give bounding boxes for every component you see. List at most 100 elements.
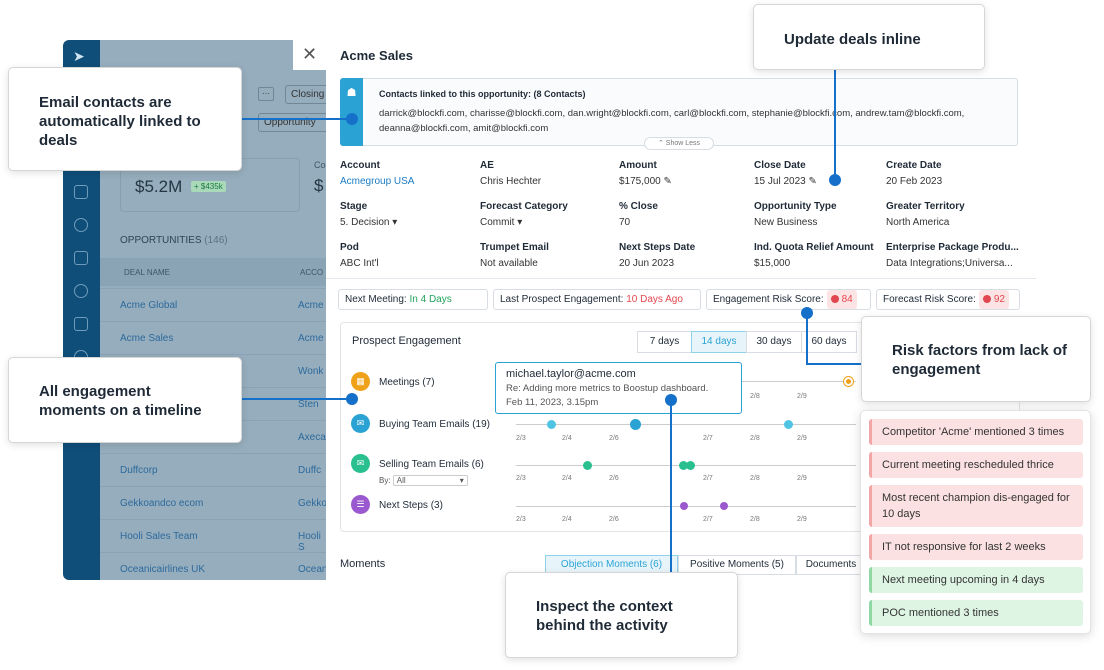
alert-icon xyxy=(982,295,991,303)
last-engagement-pill: Last Prospect Engagement: 10 Days Ago xyxy=(493,289,701,310)
callout-risk-factors: Risk factors from lack of engagement xyxy=(861,316,1091,402)
caret-down-icon: ▾ xyxy=(459,476,464,485)
range-60-days[interactable]: 60 days xyxy=(801,331,857,353)
divider xyxy=(326,278,1036,279)
risk-factor-item: POC mentioned 3 times xyxy=(869,600,1083,626)
email-dot[interactable] xyxy=(784,420,793,429)
callout-dot xyxy=(801,307,813,319)
tick-label: 2/9 xyxy=(797,393,807,400)
callout-connector xyxy=(806,313,808,364)
field-next-steps-date: Next Steps Date 20 Jun 2023 xyxy=(619,242,696,269)
field-close-date[interactable]: Close Date 15 Jul 2023 ✎ xyxy=(754,160,817,187)
opportunities-header: OPPORTUNITIES (146) xyxy=(120,235,228,246)
table-header: DEAL NAME ACCO xyxy=(100,258,326,286)
buying-timeline xyxy=(516,424,856,425)
doc-icon[interactable] xyxy=(74,317,88,331)
pencil-icon[interactable]: ✎ xyxy=(808,176,817,187)
tick-label: 2/4 xyxy=(562,516,572,523)
forecast-risk-pill: Forecast Risk Score: 92 xyxy=(876,289,1020,310)
table-row[interactable]: Oceanicairlines UK Ocean xyxy=(100,552,327,585)
tick-label: 2/6 xyxy=(609,516,619,523)
table-row[interactable]: Acme Sales Acme xyxy=(100,321,326,354)
tick-label: 2/8 xyxy=(750,393,760,400)
callout-dot xyxy=(346,393,358,405)
field-forecast-category[interactable]: Forecast Category Commit ▾ xyxy=(480,201,568,228)
tooltip-email: michael.taylor@acme.com xyxy=(506,368,636,380)
pencil-icon[interactable]: ✎ xyxy=(663,176,672,187)
email-dot[interactable] xyxy=(679,461,688,470)
close-icon: ✕ xyxy=(301,44,318,64)
tick-label: 2/9 xyxy=(797,435,807,442)
bars-icon[interactable] xyxy=(74,251,88,265)
metric-delta: + $435k xyxy=(191,181,226,192)
contacts-icon: ☗ xyxy=(340,78,363,146)
calendar-icon: ▦ xyxy=(351,372,370,391)
tick-label: 2/7 xyxy=(703,475,713,482)
email-dot[interactable] xyxy=(547,420,556,429)
risk-factor-item: IT not responsive for last 2 weeks xyxy=(869,534,1083,560)
table-row[interactable]: Acme Global Acme xyxy=(100,288,326,321)
tick-label: 2/3 xyxy=(516,516,526,523)
metric-value-2: $ xyxy=(314,176,324,195)
tick-label: 2/4 xyxy=(562,435,572,442)
tooltip-subject: Re: Adding more metrics to Boostup dashb… xyxy=(506,383,709,394)
tick-label: 2/9 xyxy=(797,475,807,482)
table-row[interactable]: Hooli Sales Team Hooli S xyxy=(100,519,326,553)
tick-label: 2/8 xyxy=(750,516,760,523)
field-trumpet-email: Trumpet Email Not available xyxy=(480,242,549,269)
range-14-days[interactable]: 14 days xyxy=(691,331,747,353)
tick-label: 2/3 xyxy=(516,435,526,442)
field-amount[interactable]: Amount $175,000 ✎ xyxy=(619,160,672,187)
email-icon: ✉ xyxy=(351,414,370,433)
table-row[interactable]: Wonk xyxy=(100,354,326,387)
next-step-dot[interactable] xyxy=(720,502,728,510)
callout-connector xyxy=(670,400,672,573)
tab-documents[interactable]: Documents xyxy=(796,555,866,575)
moments-title: Moments xyxy=(340,558,386,570)
contacts-title: Contacts linked to this opportunity: (8 … xyxy=(379,89,586,99)
callout-engagement-timeline: All engagement moments on a timeline xyxy=(8,357,242,443)
tick-label: 2/4 xyxy=(562,475,572,482)
caret-down-icon: ▾ xyxy=(392,217,398,228)
contacts-list[interactable]: darrick@blockfi.com, charisse@blockfi.co… xyxy=(379,108,965,134)
clock-icon[interactable] xyxy=(74,284,88,298)
table-row[interactable]: Gekkoandco ecom Gekko xyxy=(100,486,327,519)
risk-factor-item: Current meeting rescheduled thrice xyxy=(869,452,1083,478)
risk-factor-item: Next meeting upcoming in 4 days xyxy=(869,567,1083,593)
send-logo-icon[interactable]: ➤ xyxy=(73,48,85,64)
tick-label: 2/7 xyxy=(703,516,713,523)
metric-value: $5.2M xyxy=(135,177,183,196)
by-filter[interactable]: By: All ▾ xyxy=(379,475,468,486)
phone-icon[interactable] xyxy=(74,218,88,232)
opportunity-filter[interactable]: Opportunity xyxy=(258,113,328,132)
field-quota-relief: Ind. Quota Relief Amount $15,000 xyxy=(754,242,874,269)
field-create-date: Create Date 20 Feb 2023 xyxy=(886,160,943,187)
tick-label: 2/8 xyxy=(750,435,760,442)
callout-connector xyxy=(240,398,352,400)
more-button[interactable]: ··· xyxy=(258,87,274,101)
email-dot-selected[interactable] xyxy=(630,419,641,430)
chart-icon[interactable] xyxy=(74,185,88,199)
meeting-dot[interactable] xyxy=(844,377,853,386)
tick-label: 2/9 xyxy=(797,516,807,523)
table-row[interactable]: Duffcorp Duffc xyxy=(100,453,326,486)
engagement-risk-pill: Engagement Risk Score: 84 xyxy=(706,289,871,310)
email-dot[interactable] xyxy=(686,461,695,470)
next-step-dot[interactable] xyxy=(680,502,688,510)
range-30-days[interactable]: 30 days xyxy=(746,331,802,353)
field-opportunity-type: Opportunity Type New Business xyxy=(754,201,837,228)
caret-down-icon: ▾ xyxy=(517,217,523,228)
activity-tooltip: michael.taylor@acme.com Re: Adding more … xyxy=(495,362,742,414)
show-less-button[interactable]: ⌃ Show Less xyxy=(644,137,714,150)
tooltip-date: Feb 11, 2023, 3.15pm xyxy=(506,397,599,408)
selling-team-emails-label: Selling Team Emails (6) xyxy=(379,459,484,470)
field-stage[interactable]: Stage 5. Decision ▾ xyxy=(340,201,398,228)
tick-label: 2/6 xyxy=(609,475,619,482)
callout-dot xyxy=(346,113,358,125)
email-dot[interactable] xyxy=(583,461,592,470)
modal-title: Acme Sales xyxy=(340,48,413,63)
range-7-days[interactable]: 7 days xyxy=(637,331,692,353)
meetings-label: Meetings (7) xyxy=(379,377,435,388)
close-button[interactable]: ✕ xyxy=(293,40,326,70)
next-meeting-pill: Next Meeting: In 4 Days xyxy=(338,289,488,310)
